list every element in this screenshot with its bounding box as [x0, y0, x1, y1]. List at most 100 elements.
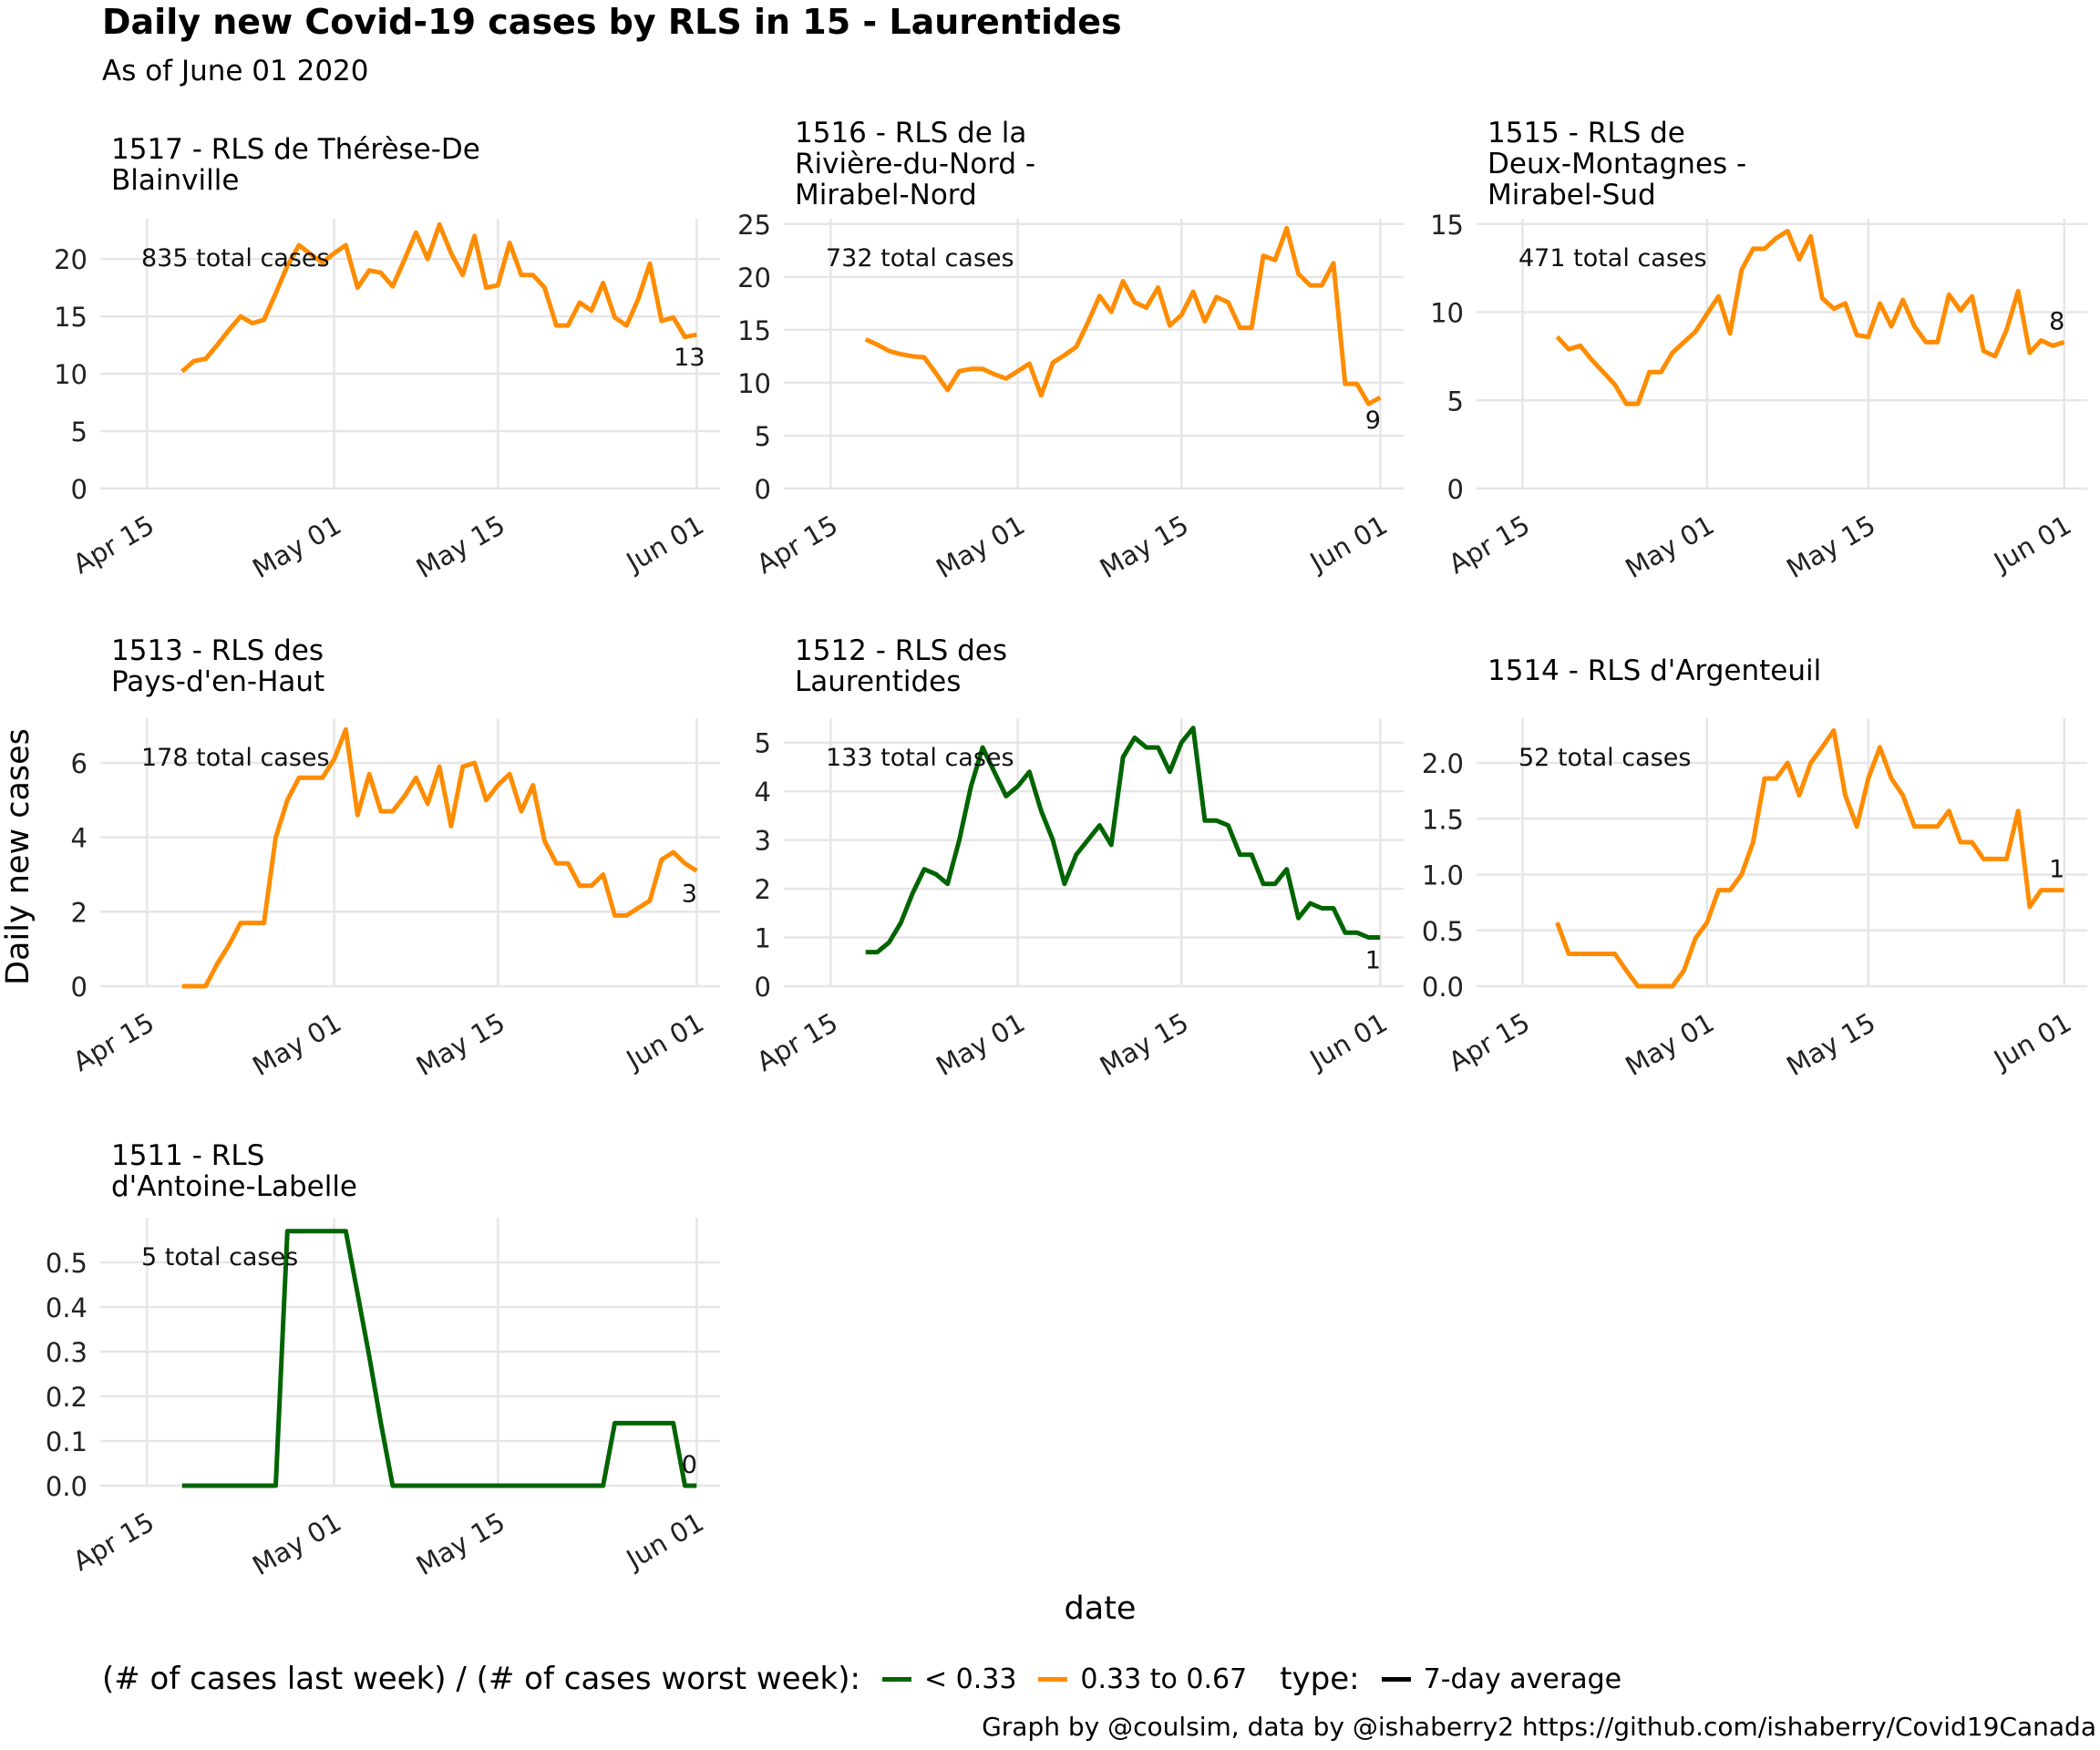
y-axis-label: Daily new cases — [0, 728, 36, 985]
series-line — [181, 726, 698, 989]
x-tick-label: Apr 15 — [67, 1507, 159, 1578]
series-line — [865, 726, 1381, 955]
facet-title: Blainville — [111, 164, 239, 197]
x-tick-label: Jun 01 — [1987, 510, 2076, 579]
y-tick-label: 20 — [737, 262, 771, 293]
x-tick-label: May 15 — [411, 1007, 510, 1082]
facet-title: Mirabel-Nord — [795, 179, 977, 211]
y-tick-label: 0 — [755, 972, 771, 1003]
x-tick-label: May 01 — [247, 1507, 346, 1581]
x-tick-label: May 15 — [1095, 1007, 1194, 1082]
legend-swatch-orange — [1038, 1676, 1068, 1682]
series-line — [180, 221, 697, 374]
x-tick-label: May 01 — [1620, 1007, 1719, 1082]
y-tick-label: 6 — [71, 748, 88, 779]
last-value-label: 13 — [674, 344, 705, 372]
total-cases-label: 732 total cases — [826, 244, 1014, 273]
legend-label-orange: 0.33 to 0.67 — [1080, 1662, 1248, 1695]
y-tick-label: 0 — [71, 474, 88, 505]
total-cases-label: 471 total cases — [1518, 244, 1707, 273]
y-tick-label: 3 — [755, 826, 771, 857]
last-value-label: 9 — [1365, 407, 1381, 435]
y-tick-label: 10 — [54, 359, 88, 390]
y-tick-label: 15 — [737, 315, 771, 346]
x-tick-label: May 01 — [931, 1007, 1030, 1082]
total-cases-label: 178 total cases — [141, 744, 330, 772]
y-tick-label: 5 — [755, 421, 771, 452]
facet-title: 1514 - RLS d'Argenteuil — [1488, 654, 1821, 687]
facet-title: 1512 - RLS des — [795, 634, 1007, 667]
x-tick-label: May 01 — [931, 510, 1030, 584]
legend-item-green: < 0.33 — [860, 1663, 1016, 1695]
facet-title: Rivière-du-Nord - — [795, 148, 1035, 180]
series-line — [1555, 728, 2064, 989]
y-tick-label: 5 — [1447, 386, 1464, 417]
x-tick-label: May 15 — [411, 510, 510, 584]
y-tick-label: 15 — [1430, 210, 1464, 241]
credit-line: Graph by @coulsim, data by @ishaberry2 h… — [982, 1712, 2096, 1742]
x-tick-label: Apr 15 — [67, 510, 159, 581]
chart-title: Daily new Covid-19 cases by RLS in 15 - … — [102, 2, 1122, 42]
x-tick-label: Jun 01 — [1987, 1007, 2076, 1076]
x-tick-label: May 01 — [247, 510, 346, 584]
x-tick-label: May 15 — [411, 1507, 510, 1581]
y-tick-label: 10 — [1430, 298, 1464, 329]
x-tick-label: Jun 01 — [620, 1007, 709, 1076]
x-tick-label: Apr 15 — [751, 1007, 842, 1078]
total-cases-label: 133 total cases — [826, 744, 1014, 772]
y-tick-label: 0 — [71, 972, 88, 1003]
y-tick-label: 0.5 — [1422, 916, 1464, 947]
last-value-label: 3 — [682, 880, 697, 908]
facet-title: 1513 - RLS des — [111, 634, 324, 667]
facet-title: 1511 - RLS — [111, 1139, 264, 1172]
legend-label-green: < 0.33 — [923, 1662, 1017, 1695]
x-tick-label: Jun 01 — [620, 1507, 709, 1576]
x-tick-label: Apr 15 — [67, 1007, 159, 1078]
y-tick-label: 0.4 — [46, 1292, 88, 1323]
legend-ratio-title: (# of cases last week) / (# of cases wor… — [102, 1661, 860, 1697]
facet-title: Laurentides — [795, 665, 961, 698]
legend-item-orange: 0.33 to 0.67 — [1016, 1663, 1247, 1695]
y-tick-label: 2.0 — [1422, 748, 1464, 779]
y-tick-label: 1.0 — [1422, 860, 1464, 891]
total-cases-label: 5 total cases — [141, 1243, 298, 1271]
legend: (# of cases last week) / (# of cases wor… — [102, 1661, 1621, 1697]
facet-title: 1517 - RLS de Thérèse-De — [111, 133, 480, 166]
y-tick-label: 1.5 — [1422, 804, 1464, 835]
last-value-label: 1 — [2049, 856, 2064, 884]
x-tick-label: May 15 — [1781, 510, 1880, 584]
y-tick-label: 0.0 — [46, 1471, 88, 1502]
y-tick-label: 1 — [755, 923, 771, 954]
facet-title: 1515 - RLS de — [1488, 117, 1685, 149]
legend-swatch-green — [881, 1676, 911, 1682]
series-line — [864, 225, 1382, 407]
last-value-label: 0 — [682, 1451, 697, 1479]
y-tick-label: 2 — [71, 897, 88, 928]
x-tick-label: May 01 — [1620, 510, 1719, 584]
x-tick-label: Apr 15 — [1444, 510, 1535, 581]
x-tick-label: Apr 15 — [751, 510, 842, 581]
x-tick-label: May 15 — [1095, 510, 1194, 584]
y-tick-label: 4 — [71, 823, 88, 854]
y-tick-label: 0.0 — [1422, 972, 1464, 1003]
y-tick-label: 0.1 — [46, 1426, 88, 1457]
x-tick-label: Jun 01 — [1303, 1007, 1393, 1076]
y-tick-label: 2 — [755, 874, 771, 905]
facet-title: 1516 - RLS de la — [795, 117, 1026, 149]
y-tick-label: 0.5 — [46, 1248, 88, 1279]
y-tick-label: 0.2 — [46, 1382, 88, 1413]
facet-title: Mirabel-Sud — [1488, 179, 1656, 211]
y-tick-label: 25 — [737, 210, 771, 241]
legend-item-type: 7-day average — [1360, 1663, 1621, 1695]
chart-subtitle: As of June 01 2020 — [102, 55, 369, 88]
x-tick-label: Jun 01 — [620, 510, 709, 579]
legend-type-title: type: — [1280, 1661, 1360, 1697]
x-tick-label: May 15 — [1781, 1007, 1880, 1082]
y-tick-label: 0 — [1447, 474, 1464, 505]
y-tick-label: 15 — [54, 302, 88, 333]
x-tick-label: Apr 15 — [1444, 1007, 1535, 1078]
y-tick-label: 5 — [71, 417, 88, 448]
y-tick-label: 20 — [54, 244, 88, 275]
facet-title: Deux-Montagnes - — [1488, 148, 1746, 180]
